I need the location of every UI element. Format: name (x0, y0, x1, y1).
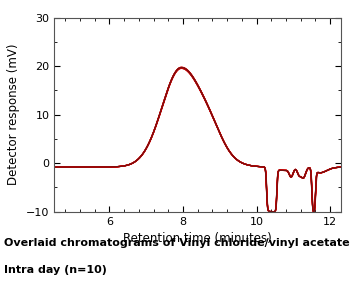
Text: Overlaid chromatograms of Vinyl chloride/vinyl acetate copolymer,: Overlaid chromatograms of Vinyl chloride… (4, 238, 350, 248)
Text: Intra day (n=10): Intra day (n=10) (4, 265, 106, 275)
Y-axis label: Detector response (mV): Detector response (mV) (7, 44, 20, 186)
X-axis label: Retention time (minutes): Retention time (minutes) (123, 232, 272, 245)
